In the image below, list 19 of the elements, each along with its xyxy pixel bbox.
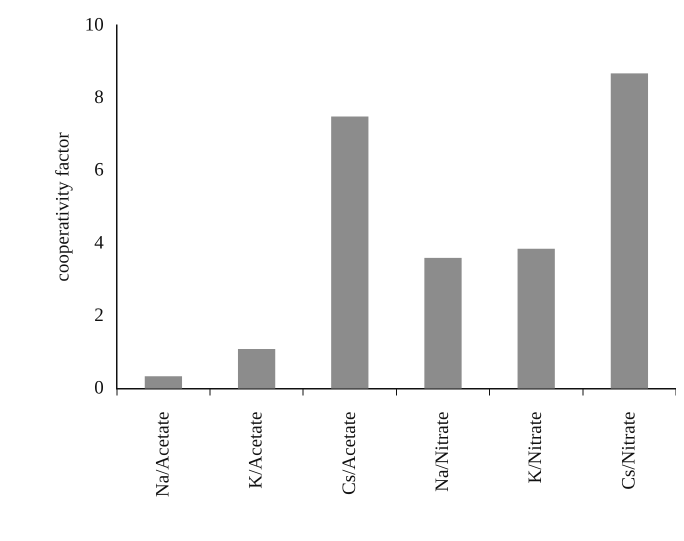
y-tick-label: 8 bbox=[94, 87, 104, 108]
y-tick-label: 6 bbox=[94, 160, 104, 181]
y-tick-label: 2 bbox=[94, 304, 104, 326]
x-tick-label: Na/Acetate bbox=[152, 412, 174, 498]
x-tick-label: Cs/Nitrate bbox=[618, 412, 640, 490]
bar bbox=[238, 348, 276, 389]
y-tick-label: 0 bbox=[94, 378, 104, 399]
x-tick-label: K/Nitrate bbox=[525, 412, 546, 484]
bar bbox=[610, 73, 648, 389]
x-tick-label: K/Acetate bbox=[246, 412, 267, 489]
y-tick-label: 10 bbox=[84, 14, 104, 36]
bar bbox=[518, 248, 555, 389]
x-tick-label: Cs/Acetate bbox=[338, 412, 360, 495]
y-axis-title: cooperativity factor bbox=[52, 132, 74, 282]
y-tick-label: 4 bbox=[94, 232, 104, 254]
x-tick-label: Na/Nitrate bbox=[432, 412, 453, 492]
bar bbox=[144, 376, 182, 389]
bar bbox=[331, 116, 368, 389]
bar bbox=[424, 258, 462, 389]
